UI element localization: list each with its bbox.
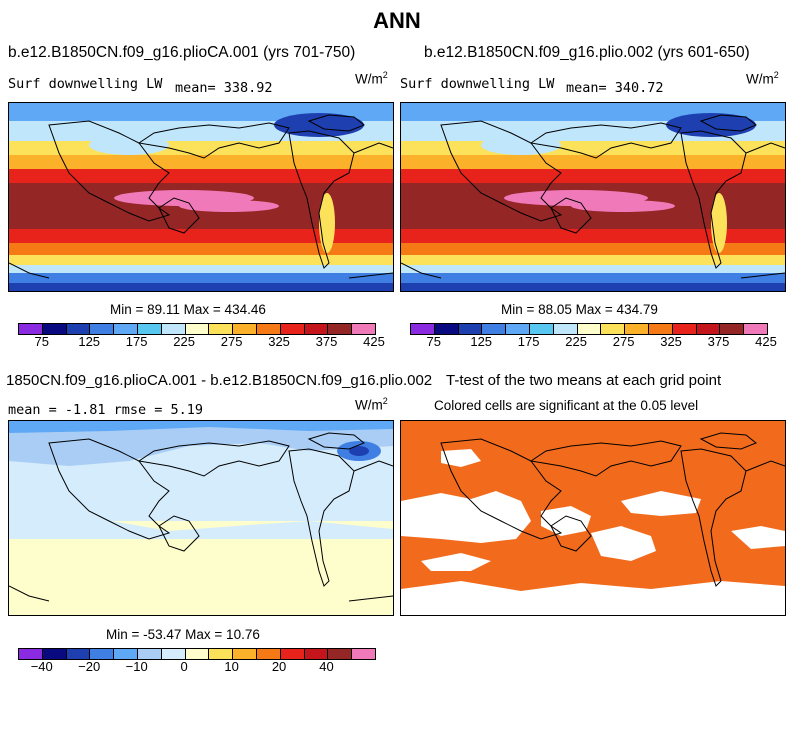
colorbar-swatch [529,324,554,334]
colorbar-swatch [90,324,115,334]
colorbar-swatch [233,324,257,334]
colorbar-swatch [161,649,186,659]
colorbar-swatch [696,324,721,334]
colorbar-swatch [66,324,91,334]
field-label-top-right: Surf downwelling LW [400,76,555,92]
colorbar-swatch [114,324,138,334]
minmax-bottom-left: Min = -53.47 Max = 10.76 [106,627,260,642]
colorbar-swatch [66,649,91,659]
subtitle-bottom-right: Colored cells are significant at the 0.0… [434,398,699,413]
colorbar-swatch [19,649,43,659]
colorbar-swatch [328,649,353,659]
minmax-top-right: Min = 88.05 Max = 434.79 [501,302,658,317]
colorbar-tick-label: 275 [612,334,635,349]
colorbar-tick-label: 0 [180,659,188,674]
map-top-left [8,102,394,292]
stats-bottom-left: mean = -1.81 rmse = 5.19 [8,402,204,418]
panel-title-top-left: b.e12.B1850CN.f09_g16.plioCA.001 (yrs 70… [8,44,356,61]
colorbar-swatch [42,324,67,334]
colorbar-swatch [256,324,281,334]
minmax-top-left: Min = 89.11 Max = 434.46 [110,302,266,317]
colorbar-tick-label: 225 [565,334,587,349]
panel-title-bottom-right: T-test of the two means at each grid poi… [446,372,722,389]
colorbar-tick-label: 425 [363,334,385,349]
units-top-right: W/m2 [746,70,779,87]
colorbar-tick-label: 20 [271,659,287,674]
colorbar-top-right [410,323,768,335]
colorbar-swatch [352,324,375,334]
colorbar-swatch [280,324,305,334]
colorbar-swatch [209,324,234,334]
map-bottom-right [400,420,786,616]
colorbar-tick-label: 125 [78,334,101,349]
mean-label-top-right: mean= 340.72 [566,80,664,96]
colorbar-tick-label: 375 [707,334,730,349]
colorbar-swatch [137,649,162,659]
colorbar-tick-label: 175 [125,334,148,349]
colorbar-swatch [672,324,697,334]
colorbar-swatch [411,324,435,334]
colorbar-top-left [18,323,376,335]
colorbar-swatch [304,324,329,334]
colorbar-tick-label: 425 [755,334,777,349]
colorbar-swatch [553,324,578,334]
colorbar-swatch [137,324,162,334]
colorbar-swatch [114,649,138,659]
colorbar-tick-label: 10 [224,659,239,674]
colorbar-tick-label: −10 [125,659,148,674]
colorbar-tick-label: −40 [30,659,53,674]
colorbar-swatch [601,324,626,334]
colorbar-swatch [185,324,210,334]
colorbar-swatch [577,324,602,334]
colorbar-swatch [648,324,673,334]
mean-label-top-left: mean= 338.92 [175,80,273,96]
colorbar-swatch [458,324,483,334]
colorbar-tick-label: 175 [517,334,540,349]
colorbar-tick-label: −20 [78,659,101,674]
colorbar-tick-label: 75 [426,334,441,349]
colorbar-bottom-left [18,648,376,660]
map-bottom-left [8,420,394,616]
map-top-right [400,102,786,292]
colorbar-swatch [233,649,257,659]
colorbar-tick-label: 225 [173,334,195,349]
panel-title-top-right: b.e12.B1850CN.f09_g16.plio.002 (yrs 601-… [424,44,750,61]
colorbar-tick-label: 325 [268,334,290,349]
colorbar-swatch [434,324,459,334]
colorbar-swatch [161,324,186,334]
page-title: ANN [373,8,421,33]
colorbar-tick-label: 275 [220,334,243,349]
colorbar-swatch [328,324,353,334]
colorbar-swatch [482,324,507,334]
colorbar-swatch [506,324,530,334]
colorbar-tick-label: 375 [315,334,338,349]
units-bottom-left: W/m2 [355,396,388,413]
colorbar-tick-label: 40 [319,659,334,674]
colorbar-swatch [352,649,375,659]
colorbar-swatch [209,649,234,659]
colorbar-swatch [304,649,329,659]
colorbar-swatch [720,324,745,334]
colorbar-swatch [625,324,649,334]
colorbar-tick-label: 325 [660,334,682,349]
colorbar-tick-label: 125 [470,334,493,349]
colorbar-swatch [90,649,115,659]
colorbar-swatch [185,649,210,659]
colorbar-swatch [744,324,767,334]
units-top-left: W/m2 [355,70,388,87]
colorbar-swatch [256,649,281,659]
field-label-top-left: Surf downwelling LW [8,76,163,92]
colorbar-swatch [42,649,67,659]
colorbar-swatch [19,324,43,334]
colorbar-tick-label: 75 [34,334,49,349]
colorbar-swatch [280,649,305,659]
panel-title-bottom-left: 1850CN.f09_g16.plioCA.001 - b.e12.B1850C… [6,372,433,389]
